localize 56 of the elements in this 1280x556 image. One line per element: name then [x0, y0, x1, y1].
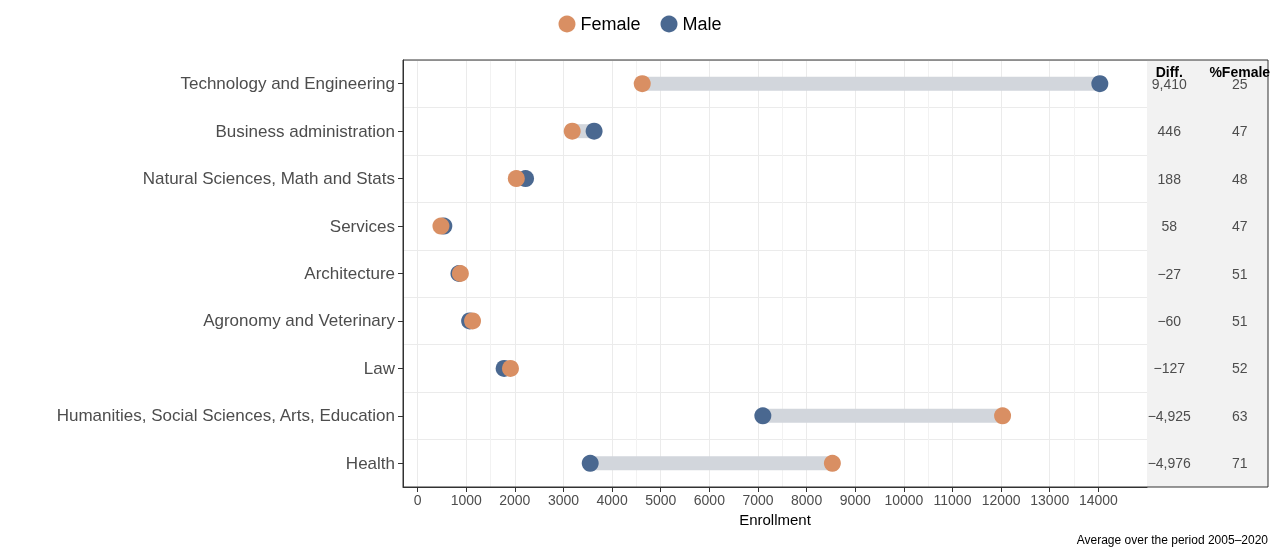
text: 71	[1231, 455, 1248, 472]
text: 51	[1231, 265, 1248, 282]
text: 446	[1157, 123, 1182, 140]
x-tick-label: 0	[413, 492, 422, 508]
text: 51	[1231, 312, 1248, 329]
x-tick-label: 9000	[839, 492, 872, 508]
point	[823, 454, 841, 472]
y-tick-label: Services	[329, 216, 395, 236]
y-tick-label: Health	[345, 453, 395, 473]
y-tick-label: Law	[363, 358, 396, 378]
x-tick-label: 14000	[1078, 492, 1119, 508]
point	[581, 454, 599, 472]
text: 188	[1157, 170, 1182, 187]
text: 58	[1161, 218, 1178, 235]
y-tick-label: Business administration	[215, 121, 395, 141]
x-tick-label: 10000	[884, 492, 924, 508]
y-tick-label: Technology and Engineering	[180, 74, 395, 94]
point	[754, 407, 772, 425]
x-tick-label: 7000	[742, 492, 774, 508]
x-axis-title: Enrollment	[739, 510, 812, 528]
text: 47	[1231, 218, 1248, 235]
text: −4,976	[1147, 455, 1192, 472]
point	[585, 122, 603, 140]
text: 48	[1231, 170, 1248, 187]
point	[1091, 75, 1109, 93]
text: Diff.	[1155, 64, 1183, 80]
y-tick-label: Humanities, Social Sciences, Arts, Education	[56, 406, 395, 426]
legend-label: Male	[682, 14, 722, 34]
x-tick-label: 13000	[1030, 492, 1070, 508]
x-tick-label: 11000	[933, 492, 972, 508]
y-tick-label: Natural Sciences, Math and Stats	[142, 169, 395, 189]
legend-label: Female	[580, 14, 641, 34]
text: 63	[1231, 407, 1248, 424]
text: Average over the period 2005–2020	[1076, 533, 1269, 547]
x-tick-label: 2000	[499, 492, 531, 508]
text: −4,925	[1147, 407, 1192, 424]
text: −27	[1157, 265, 1182, 282]
x-tick-label: 1000	[450, 492, 482, 508]
x-tick-label: 4000	[596, 492, 628, 508]
x-tick-label: 6000	[693, 492, 726, 508]
point	[501, 359, 519, 377]
text: %Female	[1209, 64, 1271, 80]
text: 47	[1231, 123, 1248, 140]
point	[563, 122, 581, 140]
y-tick-label: Agronomy and Veterinary	[203, 311, 396, 331]
x-tick-label: 3000	[547, 492, 580, 508]
text: 52	[1231, 360, 1248, 377]
y-tick-label: Architecture	[304, 264, 395, 283]
point	[507, 170, 525, 188]
point	[633, 75, 651, 93]
x-tick-label: 8000	[791, 492, 823, 508]
x-tick-label: 12000	[981, 492, 1021, 508]
text: −127	[1153, 360, 1186, 377]
x-tick-label: 5000	[645, 492, 677, 508]
point	[994, 407, 1012, 425]
text: −60	[1157, 312, 1182, 329]
